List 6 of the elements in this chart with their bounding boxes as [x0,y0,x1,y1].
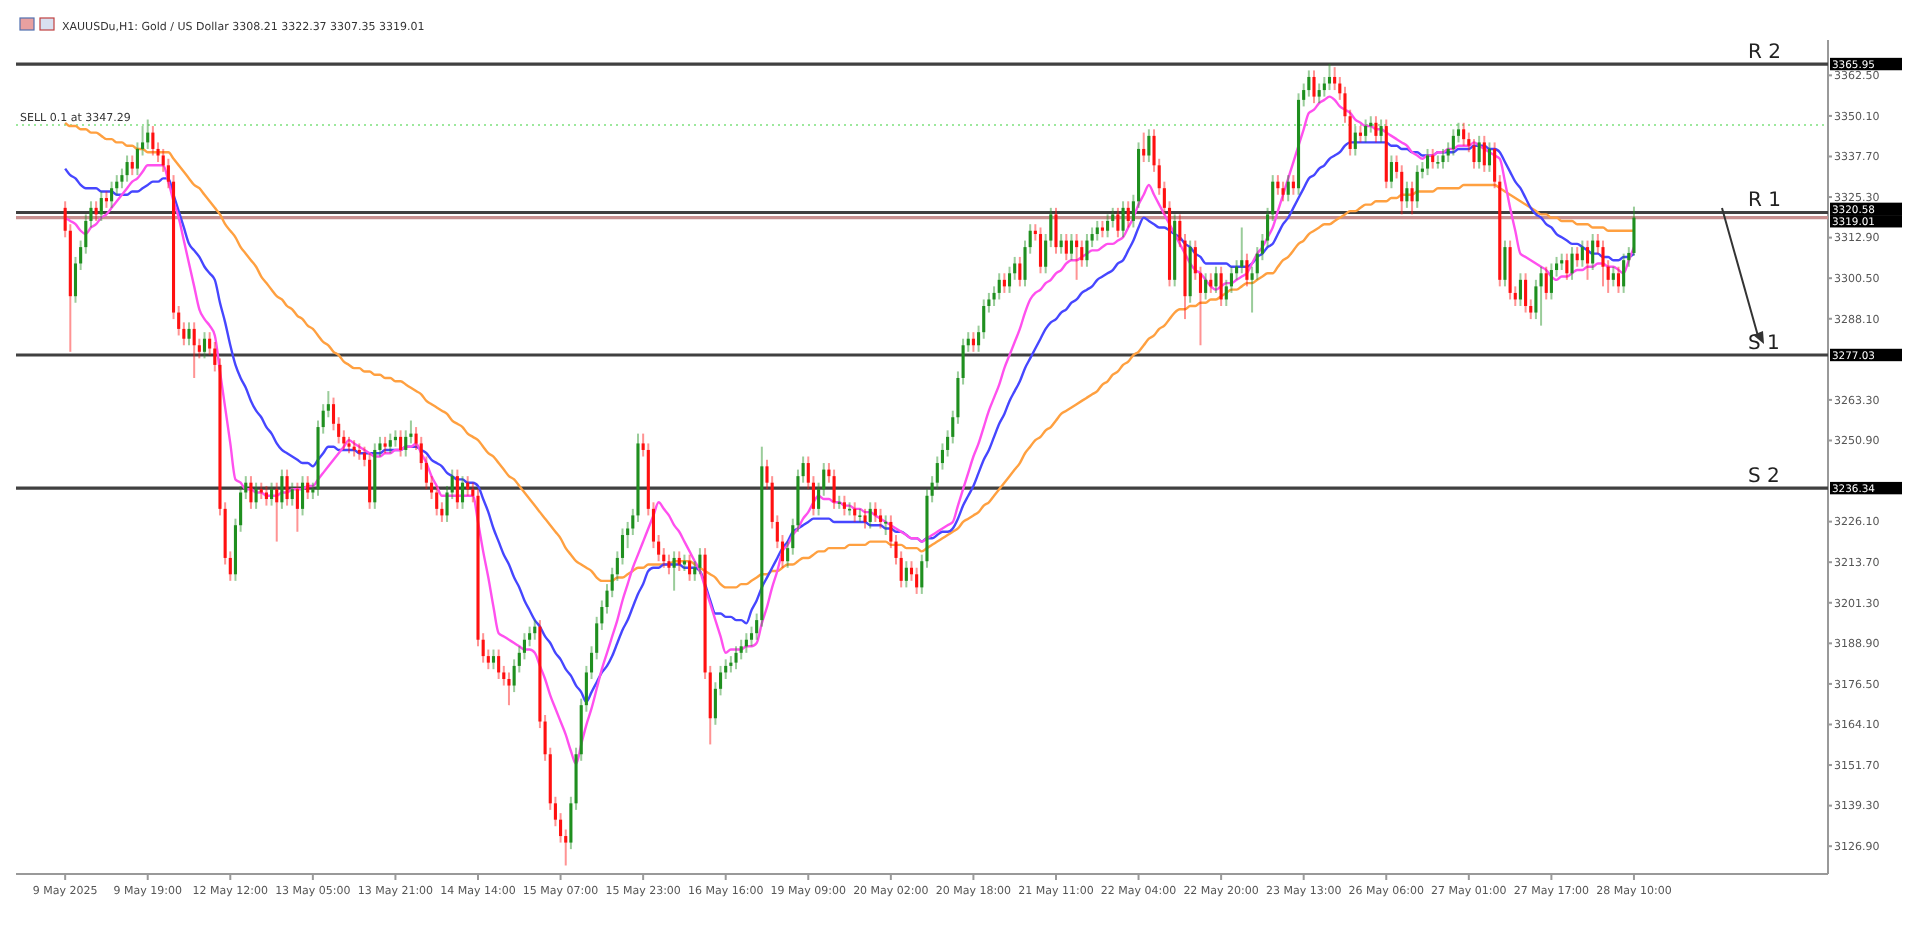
ref-line-label: R 1 [1748,190,1781,213]
candlestick [1436,154,1440,170]
ref-line-label: S 2 [1748,466,1780,489]
line-series [63,121,1636,589]
ref-line-label: R 2 [1748,42,1781,65]
line-series [63,95,1636,766]
